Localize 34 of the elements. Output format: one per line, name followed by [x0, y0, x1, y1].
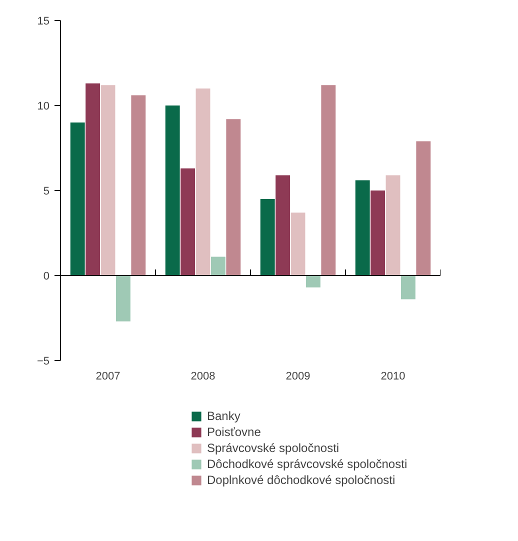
bar [260, 199, 275, 276]
bar [276, 175, 290, 276]
bar [386, 175, 400, 276]
bar [370, 190, 386, 276]
bar [100, 85, 116, 276]
bar [180, 168, 196, 276]
bar [400, 276, 416, 300]
y-tick-label: 0 [43, 270, 50, 282]
x-tick-label: 2007 [96, 370, 120, 382]
bar [306, 276, 320, 288]
bar [290, 212, 306, 276]
legend-label: Poisťovne [207, 425, 261, 439]
x-tick-label: 2009 [286, 370, 310, 382]
y-tick-label: −5 [36, 356, 50, 368]
bar [321, 85, 336, 276]
legend-label: Banky [207, 409, 240, 423]
legend-label: Doplnkové dôchodkové spoločnosti [207, 473, 396, 487]
bar [226, 119, 241, 276]
x-tick-label: 2010 [380, 370, 406, 382]
legend-label: Správcovské spoločnosti [207, 441, 340, 455]
legend-label: Dôchodkové správcovské spoločnosti [207, 457, 408, 471]
bar [116, 276, 130, 322]
bar [210, 256, 226, 276]
bar [355, 180, 370, 276]
bar [86, 83, 100, 276]
bar [165, 106, 180, 276]
bar [131, 95, 146, 276]
bar [196, 88, 210, 276]
bar [70, 122, 85, 276]
x-tick-label: 2008 [190, 370, 216, 382]
bar [416, 141, 431, 276]
y-tick-label: 10 [37, 100, 50, 112]
y-tick-label: 15 [37, 16, 50, 28]
y-tick-label: 5 [43, 186, 50, 198]
